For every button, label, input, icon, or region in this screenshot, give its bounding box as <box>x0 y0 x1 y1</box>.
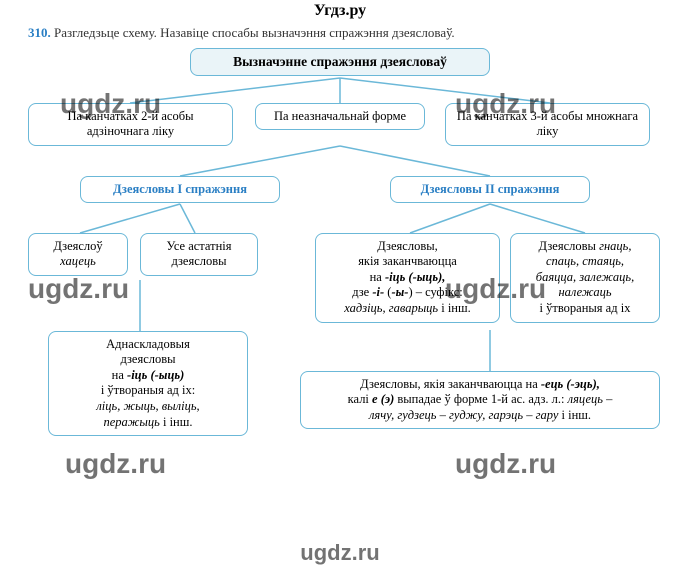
l1a: Дзеясловы, якія заканчваюцца на <box>360 377 541 391</box>
task-text: 310. Разгледзьце схему. Назавіце спосабы… <box>0 22 680 48</box>
l4: належаць <box>558 285 611 299</box>
label: Па канчатках 3-й асобы множнага ліку <box>457 109 638 139</box>
l1: Аднаскладовыя <box>106 337 190 351</box>
node-all-others: Усе астатнія дзеясловы <box>140 233 258 276</box>
l4: і ўтвораныя ад іх: <box>101 383 195 397</box>
l3: баяцца, залежаць, <box>536 270 634 284</box>
l2a: калі <box>348 392 372 406</box>
l2c: выпадае ў форме 1-й ас. адз. л.: <box>394 392 567 406</box>
watermark: ugdz.ru <box>28 273 129 305</box>
diagram: Вызначэнне спражэння дзеясловаў Па канча… <box>0 48 680 538</box>
l1: Дзеясловы, <box>377 239 438 253</box>
l2: хацець <box>60 254 96 268</box>
node-conj-2: Дзеясловы II спражэння <box>390 176 590 204</box>
node-ets-ets: Дзеясловы, якія заканчваюцца на -ець (-э… <box>300 371 660 430</box>
l2: якія заканчваюцца <box>358 254 457 268</box>
l4b: -і- <box>372 285 384 299</box>
l3a: лячу, гудзець – гуджу, гарэць – гару <box>369 408 558 422</box>
l6a: перажыць <box>104 415 160 429</box>
node-root: Вызначэнне спражэння дзеясловаў <box>190 48 490 77</box>
l4a: дзе <box>352 285 372 299</box>
l1b: -ець (-эць), <box>541 377 600 391</box>
l3b: і інш. <box>558 408 591 422</box>
node-method-infinitive: Па неазначальнай форме <box>255 103 425 131</box>
watermark: ugdz.ru <box>455 448 556 480</box>
l5: і ўтвораныя ад іх <box>540 301 631 315</box>
node-gnats-etc: Дзеясловы гнаць, спаць, стаяць, баяцца, … <box>510 233 660 323</box>
node-conj-1: Дзеясловы I спражэння <box>80 176 280 204</box>
l5: ліць, жыць, выліць, <box>96 399 199 413</box>
node-method-2nd-person: Па канчатках 2-й асобы адзіночнага ліку <box>28 103 233 146</box>
l1b: гнаць, <box>599 239 631 253</box>
label: Дзеясловы I спражэння <box>113 182 247 196</box>
site-header: Угдз.ру <box>0 0 680 22</box>
node-khatsets: Дзеяслоў хацець <box>28 233 128 276</box>
task-number: 310. <box>28 25 51 40</box>
l1: Дзеяслоў <box>53 239 102 253</box>
l5: хадзіць, гаварыць <box>344 301 438 315</box>
l2: дзеясловы <box>120 352 175 366</box>
node-monosyllabic: Аднаскладовыя дзеясловы на -іць (-ыць) і… <box>48 331 248 437</box>
l1a: Дзеясловы <box>539 239 600 253</box>
watermark: ugdz.ru <box>65 448 166 480</box>
l3a: на <box>112 368 127 382</box>
l5b: і інш. <box>438 301 471 315</box>
task-body: Разгледзьце схему. Назавіце спосабы вызн… <box>54 25 455 40</box>
l4e: ) – суфікс: <box>408 285 462 299</box>
l2: спаць, стаяць, <box>546 254 624 268</box>
node-its-yts: Дзеясловы, якія заканчваюцца на -іць (-ы… <box>315 233 500 323</box>
node-method-3rd-person: Па канчатках 3-й асобы множнага ліку <box>445 103 650 146</box>
l2b: е (э) <box>372 392 394 406</box>
label: Дзеясловы II спражэння <box>421 182 560 196</box>
l4d: -ы- <box>391 285 408 299</box>
node-root-text: Вызначэнне спражэння дзеясловаў <box>233 54 447 69</box>
label: Па неазначальнай форме <box>274 109 406 123</box>
l2d: ляцець – <box>568 392 613 406</box>
l1: Усе астатнія <box>166 239 231 253</box>
l3b: -іць (-ыць) <box>127 368 184 382</box>
l3b: -іць (-ыць), <box>385 270 445 284</box>
l3a: на <box>370 270 385 284</box>
footer-watermark: ugdz.ru <box>0 538 680 566</box>
label: Па канчатках 2-й асобы адзіночнага ліку <box>68 109 194 139</box>
l6b: і інш. <box>160 415 193 429</box>
l2: дзеясловы <box>171 254 226 268</box>
